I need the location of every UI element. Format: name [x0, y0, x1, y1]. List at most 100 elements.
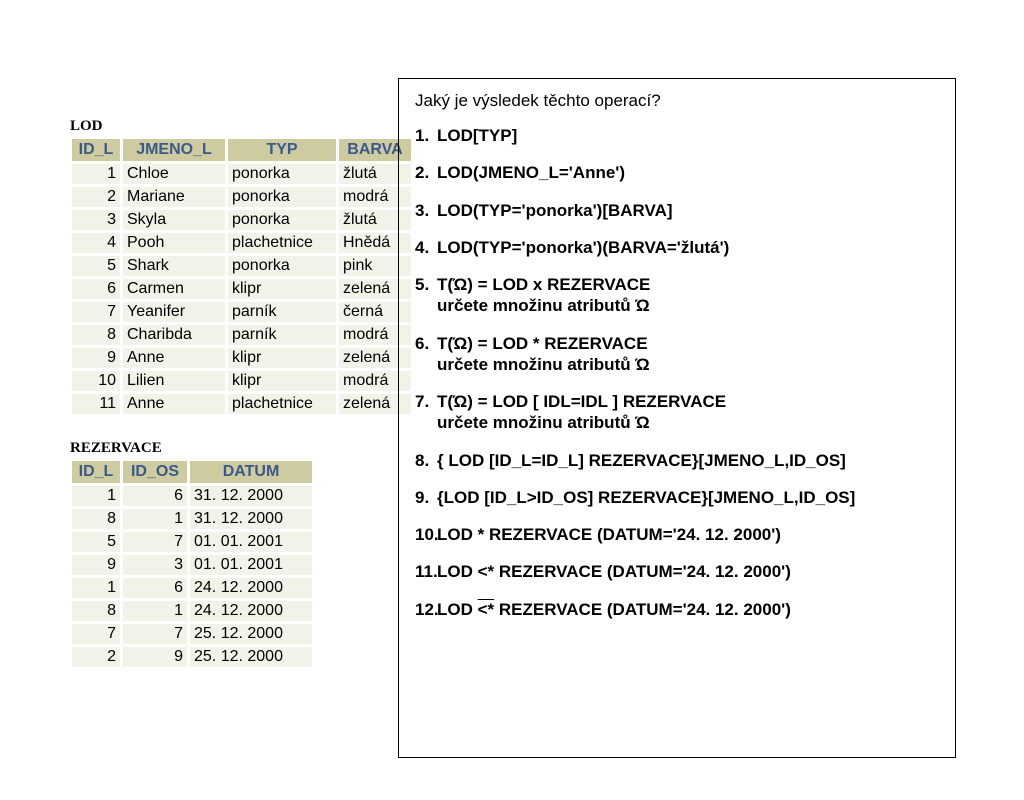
questions-list: LOD[TYP] LOD(JMENO_L='Anne') LOD(TYP='pono…	[415, 125, 939, 620]
table-cell: ponorka	[227, 255, 337, 277]
table-cell: 11	[71, 393, 121, 415]
overline-operator: <*	[478, 600, 495, 619]
question-main: LOD(TYP='ponorka')[BARVA]	[437, 201, 673, 220]
table-cell: 31. 12. 2000	[189, 508, 313, 530]
table-cell: Anne	[122, 347, 226, 369]
question-main: T(Ώ) = LOD * REZERVACE	[437, 334, 648, 353]
table-cell: 7	[122, 623, 188, 645]
table-row: 9Annekliprzelená	[71, 347, 412, 369]
table-row: 2925. 12. 2000	[71, 646, 313, 668]
question-main: LOD * REZERVACE (DATUM='24. 12. 2000')	[437, 525, 781, 544]
rezervace-table: ID_LID_OSDATUM1631. 12. 20008131. 12. 20…	[70, 459, 314, 669]
table-row: 11Anneplachetnicezelená	[71, 393, 412, 415]
table-cell: 3	[71, 209, 121, 231]
table-cell: 1	[71, 163, 121, 185]
questions-panel: Jaký je výsledek těchto operací? LOD[TYP…	[398, 78, 956, 758]
table-cell: klipr	[227, 370, 337, 392]
table-cell: Pooh	[122, 232, 226, 254]
question-item: LOD <* REZERVACE (DATUM='24. 12. 2000')	[437, 599, 939, 620]
column-header: TYP	[227, 138, 337, 162]
table-cell: Shark	[122, 255, 226, 277]
question-sub: určete množinu atributů Ώ	[437, 412, 939, 433]
table-cell: 31. 12. 2000	[189, 485, 313, 507]
column-header: ID_L	[71, 460, 121, 484]
table-row: 2Marianeponorkamodrá	[71, 186, 412, 208]
questions-title: Jaký je výsledek těchto operací?	[415, 91, 939, 111]
table-cell: 1	[71, 485, 121, 507]
table-row: 8131. 12. 2000	[71, 508, 313, 530]
table-cell: 1	[71, 577, 121, 599]
lod-title: LOD	[70, 118, 413, 135]
column-header: JMENO_L	[122, 138, 226, 162]
table-cell: Lilien	[122, 370, 226, 392]
table-cell: Yeanifer	[122, 301, 226, 323]
table-row: 9301. 01. 2001	[71, 554, 313, 576]
question-main: LOD(JMENO_L='Anne')	[437, 163, 625, 182]
table-cell: Charibda	[122, 324, 226, 346]
table-cell: ponorka	[227, 209, 337, 231]
question-item: LOD * REZERVACE (DATUM='24. 12. 2000')	[437, 524, 939, 545]
left-column: LOD ID_LJMENO_LTYPBARVA1Chloeponorkažlut…	[70, 118, 413, 669]
table-cell: 4	[71, 232, 121, 254]
table-cell: Chloe	[122, 163, 226, 185]
table-cell: 9	[71, 347, 121, 369]
table-row: 10Lilienkliprmodrá	[71, 370, 412, 392]
question-main: T(Ώ) = LOD [ IDL=IDL ] REZERVACE	[437, 392, 726, 411]
table-cell: klipr	[227, 347, 337, 369]
table-cell: 6	[122, 577, 188, 599]
question-item: T(Ώ) = LOD [ IDL=IDL ] REZERVACEurčete m…	[437, 391, 939, 434]
table-row: 5Sharkponorkapink	[71, 255, 412, 277]
lod-block: LOD ID_LJMENO_LTYPBARVA1Chloeponorkažlut…	[70, 118, 413, 416]
question-sub: určete množinu atributů Ώ	[437, 295, 939, 316]
table-row: 5701. 01. 2001	[71, 531, 313, 553]
question-item: T(Ώ) = LOD x REZERVACEurčete množinu atr…	[437, 274, 939, 317]
table-cell: Carmen	[122, 278, 226, 300]
question-sub: určete množinu atributů Ώ	[437, 354, 939, 375]
question-main: T(Ώ) = LOD x REZERVACE	[437, 275, 650, 294]
question-main: {LOD [ID_L>ID_OS] REZERVACE}[JMENO_L,ID_…	[437, 488, 855, 507]
table-row: 7725. 12. 2000	[71, 623, 313, 645]
table-cell: 1	[122, 508, 188, 530]
table-cell: Mariane	[122, 186, 226, 208]
table-row: 1Chloeponorkažlutá	[71, 163, 412, 185]
table-row: 4PoohplachetniceHnědá	[71, 232, 412, 254]
table-cell: 3	[122, 554, 188, 576]
question-main: LOD <* REZERVACE (DATUM='24. 12. 2000')	[437, 562, 791, 581]
table-cell: 25. 12. 2000	[189, 623, 313, 645]
table-cell: parník	[227, 301, 337, 323]
table-row: 7Yeaniferparníkčerná	[71, 301, 412, 323]
table-cell: 6	[71, 278, 121, 300]
rezervace-block: REZERVACE ID_LID_OSDATUM1631. 12. 200081…	[70, 440, 413, 669]
rezervace-title: REZERVACE	[70, 440, 413, 457]
table-cell: ponorka	[227, 186, 337, 208]
table-row: 8124. 12. 2000	[71, 600, 313, 622]
question-item: LOD[TYP]	[437, 125, 939, 146]
lod-table: ID_LJMENO_LTYPBARVA1Chloeponorkažlutá2Ma…	[70, 137, 413, 416]
table-cell: Skyla	[122, 209, 226, 231]
table-cell: 01. 01. 2001	[189, 531, 313, 553]
column-header: DATUM	[189, 460, 313, 484]
table-cell: klipr	[227, 278, 337, 300]
table-cell: 9	[122, 646, 188, 668]
table-cell: 25. 12. 2000	[189, 646, 313, 668]
question-item: LOD(TYP='ponorka')[BARVA]	[437, 200, 939, 221]
table-cell: 10	[71, 370, 121, 392]
table-cell: plachetnice	[227, 232, 337, 254]
table-cell: 7	[71, 301, 121, 323]
table-cell: 24. 12. 2000	[189, 577, 313, 599]
question-item: {LOD [ID_L>ID_OS] REZERVACE}[JMENO_L,ID_…	[437, 487, 939, 508]
table-row: 6Carmenkliprzelená	[71, 278, 412, 300]
table-cell: parník	[227, 324, 337, 346]
question-main: LOD(TYP='ponorka')(BARVA='žlutá')	[437, 238, 729, 257]
table-cell: 7	[71, 623, 121, 645]
table-cell: 24. 12. 2000	[189, 600, 313, 622]
table-cell: 6	[122, 485, 188, 507]
table-row: 8Charibdaparníkmodrá	[71, 324, 412, 346]
table-cell: 2	[71, 646, 121, 668]
question-main: LOD[TYP]	[437, 126, 517, 145]
question-item: LOD(JMENO_L='Anne')	[437, 162, 939, 183]
question-item: LOD(TYP='ponorka')(BARVA='žlutá')	[437, 237, 939, 258]
column-header: ID_OS	[122, 460, 188, 484]
table-cell: 2	[71, 186, 121, 208]
question-item: { LOD [ID_L=ID_L] REZERVACE}[JMENO_L,ID_…	[437, 450, 939, 471]
